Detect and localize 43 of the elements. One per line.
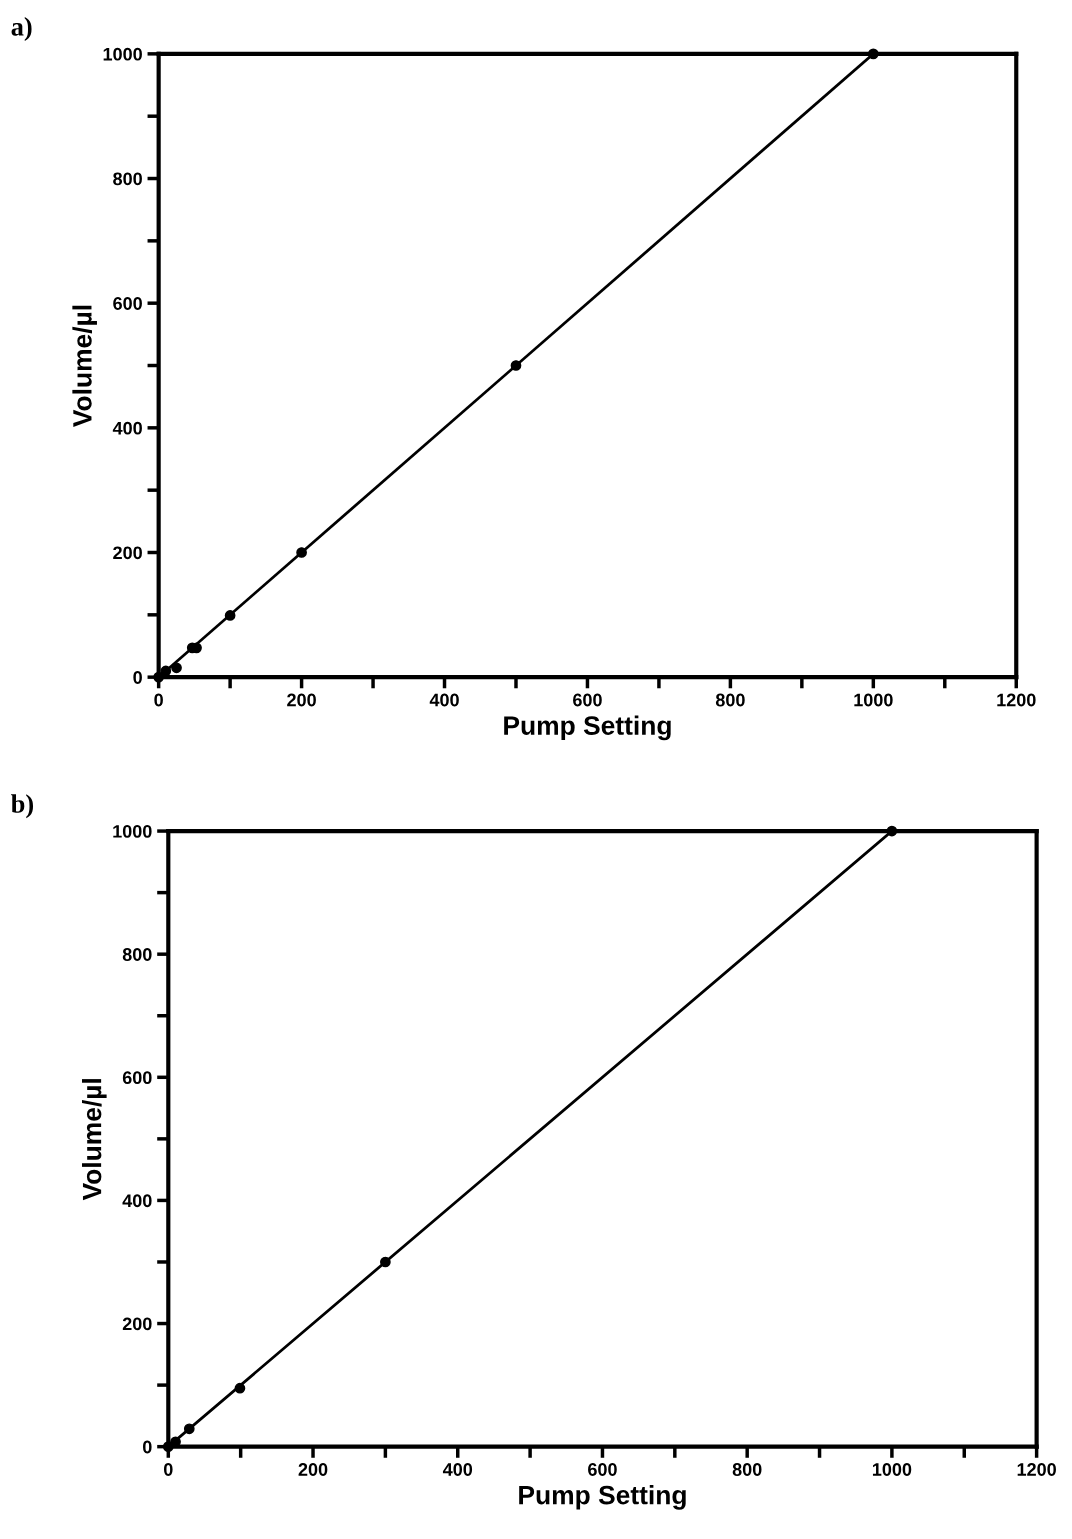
x-tick-label: 600 (588, 1463, 617, 1476)
y-tick-label: 0 (143, 1440, 152, 1454)
x-tick-label: 600 (573, 693, 602, 707)
x-tick-label: 0 (164, 1463, 173, 1476)
y-tick-label: 800 (122, 948, 152, 961)
point (380, 1256, 391, 1268)
y-tick-label: 800 (113, 172, 142, 186)
x-tick-label: 1200 (1017, 1463, 1056, 1476)
x-axis-title: Pump Setting (519, 1485, 686, 1510)
x-tick-label: 400 (442, 1463, 473, 1476)
y-tick-label: 0 (133, 671, 142, 684)
y-tick-label: 400 (112, 421, 142, 435)
y-tick-label: 200 (122, 1317, 152, 1331)
y-tick-label: 1000 (113, 824, 152, 838)
point (171, 662, 182, 674)
x-tick-label: 200 (287, 693, 316, 707)
x-tick-label: 0 (154, 693, 163, 707)
point (510, 360, 522, 371)
y-axis-title: Volume/µl (72, 305, 97, 427)
y-tick-label: 600 (113, 297, 142, 310)
y-tick-label: 400 (122, 1194, 152, 1208)
point (296, 547, 307, 558)
x-tick-label: 1000 (854, 693, 893, 707)
x-tick-label: 200 (298, 1463, 328, 1476)
x-tick-label: 800 (732, 1463, 762, 1476)
y-tick-label: 600 (122, 1071, 152, 1085)
point (886, 825, 898, 837)
y-axis-title: Volume/µl (82, 1079, 107, 1201)
point (153, 671, 165, 683)
x-axis-title: Pump Setting (504, 715, 671, 741)
point (224, 610, 236, 621)
x-tick-label: 800 (715, 693, 745, 707)
point (234, 1382, 246, 1394)
y-tick-label: 1000 (103, 47, 142, 61)
chart-title: b) (11, 794, 34, 819)
x-tick-label: 1200 (997, 693, 1036, 707)
point (183, 1423, 195, 1435)
point (867, 48, 879, 60)
x-tick-label: 400 (429, 693, 459, 707)
chart-title: a) (11, 17, 32, 42)
y-tick-label: 200 (113, 546, 142, 560)
point (162, 1441, 174, 1453)
x-tick-label: 1000 (872, 1463, 912, 1476)
